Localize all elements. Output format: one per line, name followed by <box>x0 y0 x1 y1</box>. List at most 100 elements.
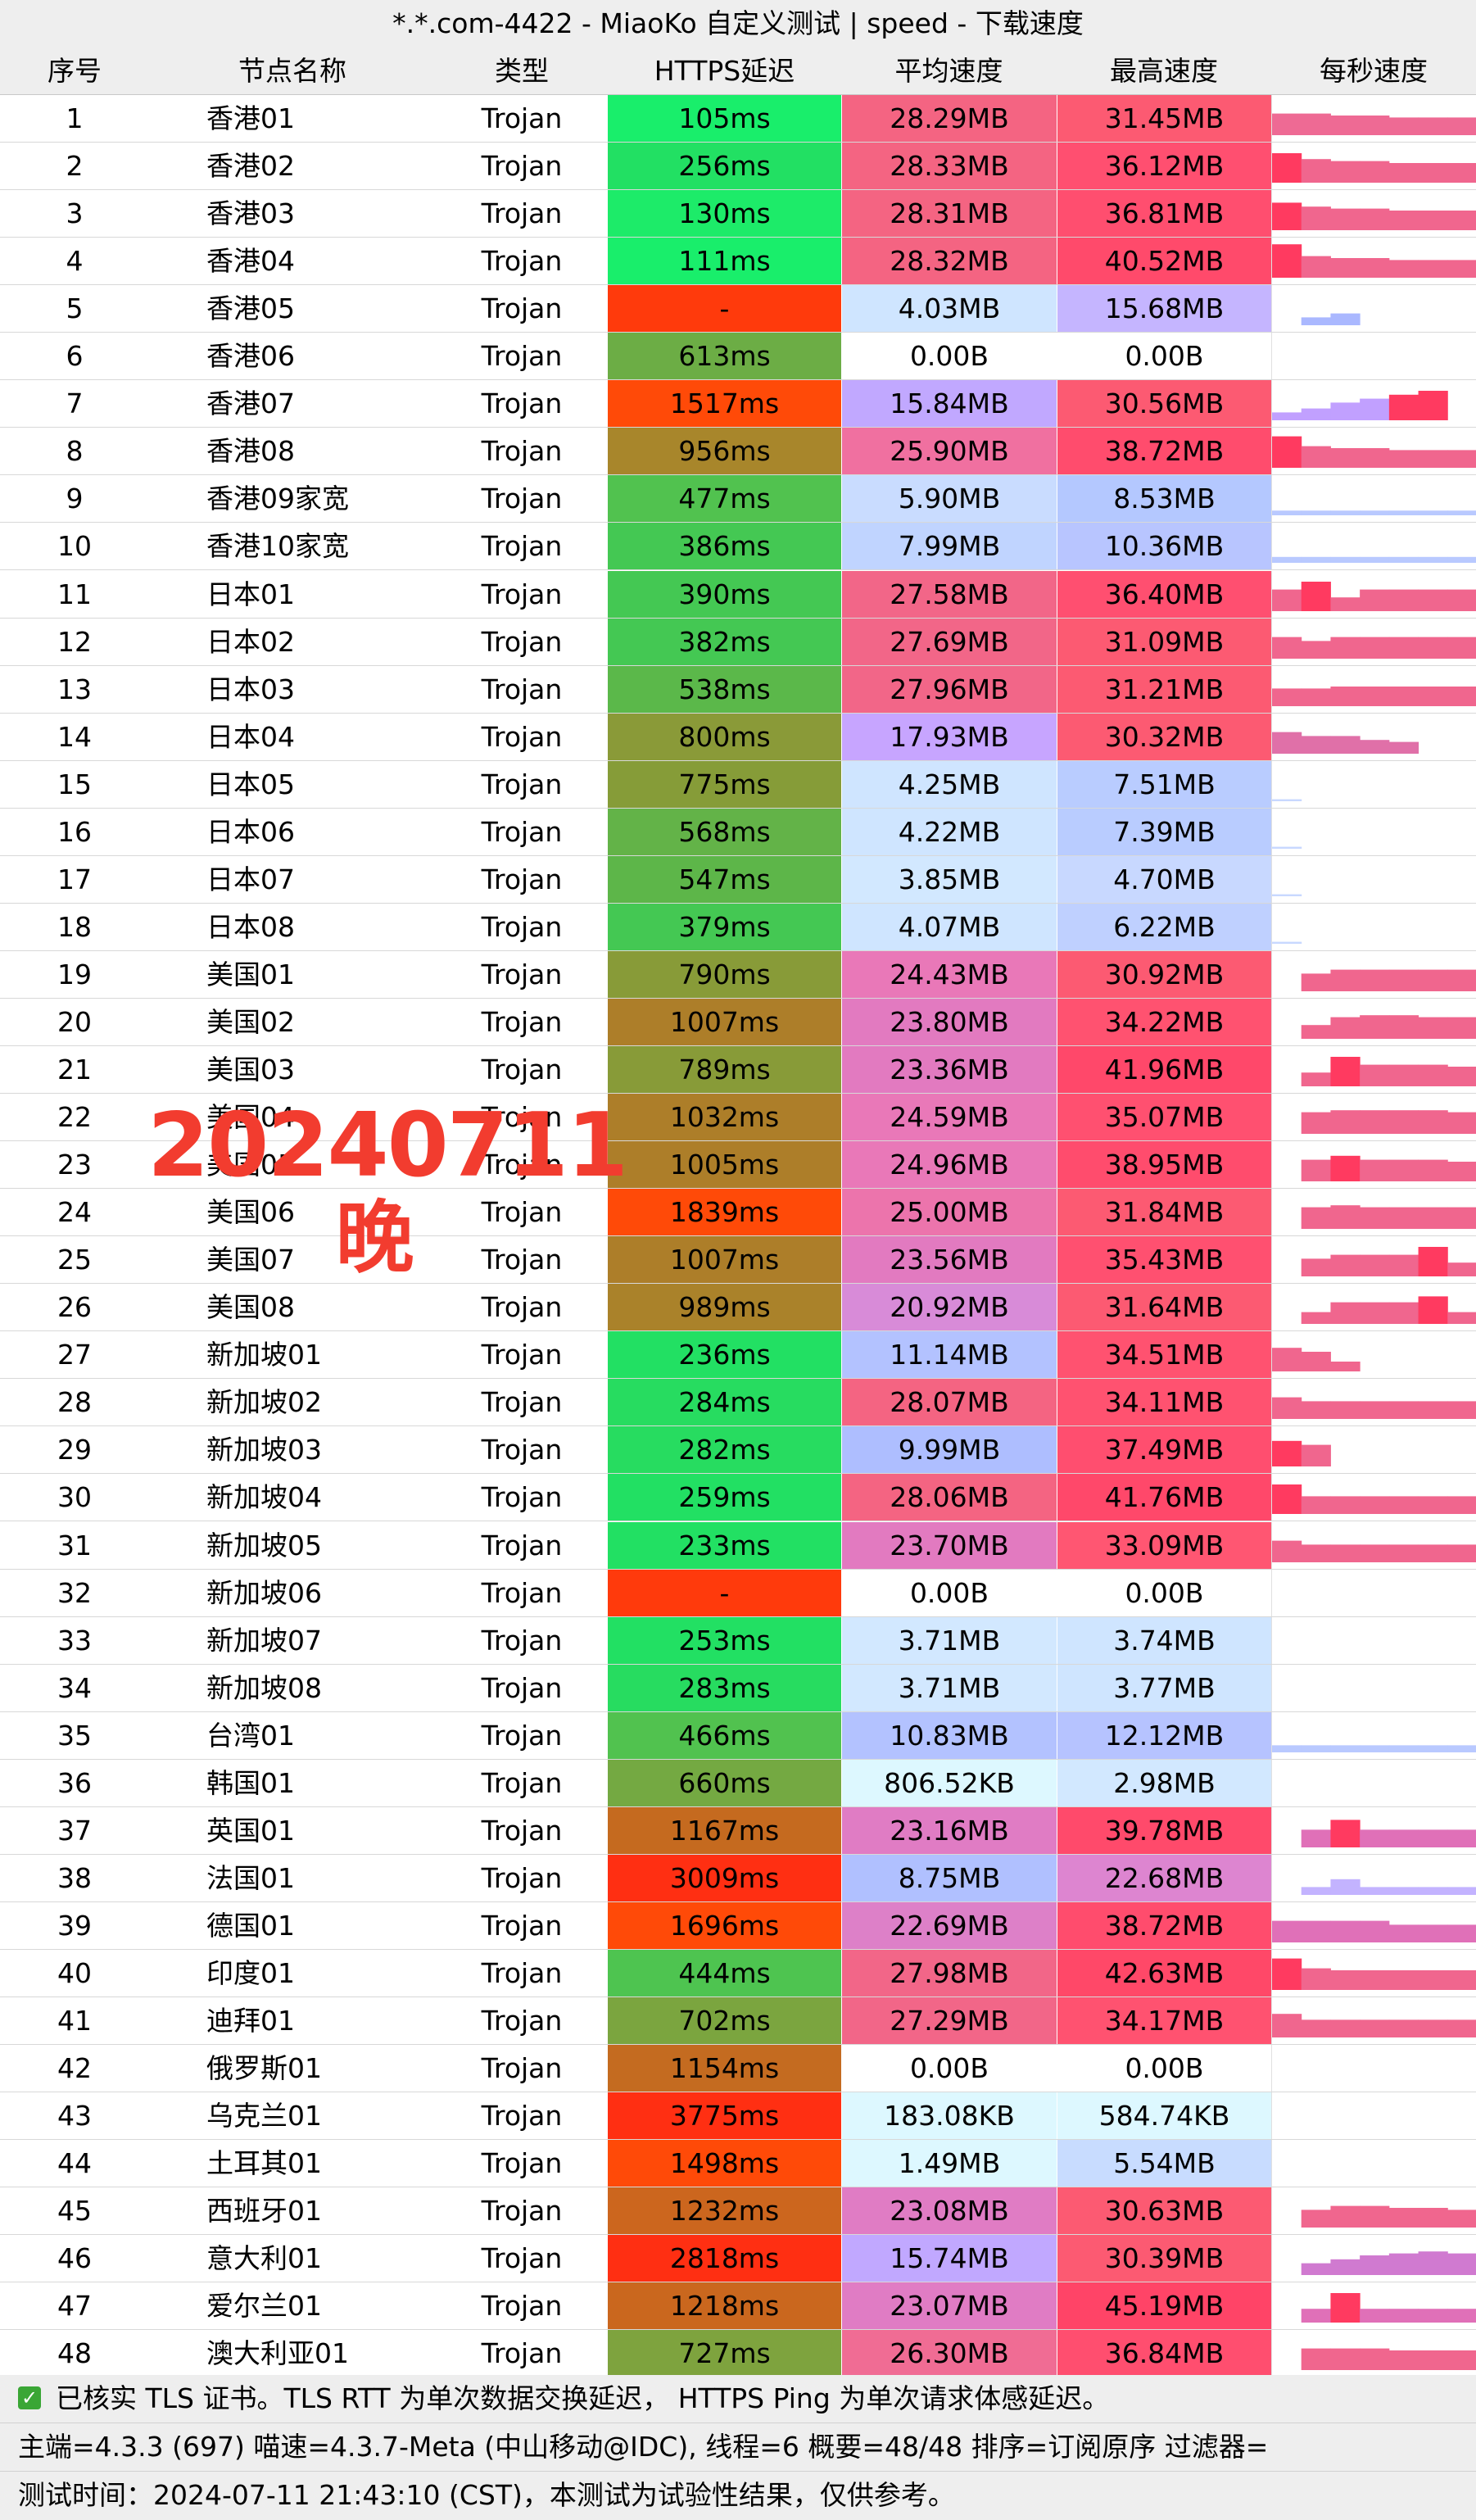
avg-speed: 23.56MB <box>841 1236 1057 1284</box>
sparkline-bar <box>1418 1247 1448 1277</box>
table-row[interactable]: 19 美国01 Trojan 790ms 24.43MB 30.92MB <box>0 950 1476 999</box>
sparkline-bar <box>1301 1887 1331 1895</box>
node-cell: 美国08 <box>149 1284 436 1330</box>
table-row[interactable]: 27 新加坡01 Trojan 236ms 11.14MB 34.51MB <box>0 1331 1476 1380</box>
sparkline-bar <box>1360 1920 1390 1942</box>
sparkline-bar <box>1360 1745 1390 1752</box>
table-row[interactable]: 36 韩国01 Trojan 660ms 806.52KB 2.98MB <box>0 1759 1476 1807</box>
table-row[interactable]: 7 香港07 Trojan 1517ms 15.84MB 30.56MB <box>0 380 1476 428</box>
sparkline-bar <box>1447 450 1476 469</box>
table-row[interactable]: 34 新加坡08 Trojan 283ms 3.71MB 3.77MB <box>0 1664 1476 1712</box>
table-row[interactable]: 1 香港01 Trojan 105ms 28.29MB 31.45MB <box>0 95 1476 143</box>
header-avg-speed[interactable]: 平均速度 <box>894 55 1003 87</box>
table-row[interactable]: 41 迪拜01 Trojan 702ms 27.29MB 34.17MB <box>0 1997 1476 2045</box>
table-row[interactable]: 28 新加坡02 Trojan 284ms 28.07MB 34.11MB <box>0 1379 1476 1427</box>
flag-jp-icon <box>170 824 188 837</box>
table-row[interactable]: 6 香港06 Trojan 613ms 0.00B 0.00B <box>0 333 1476 381</box>
table-row[interactable]: 10 香港10家宽 Trojan 386ms 7.99MB 10.36MB <box>0 523 1476 571</box>
sparkline-bar <box>1330 1401 1361 1420</box>
node-type: Trojan <box>481 388 563 420</box>
table-row[interactable]: 24 美国06 Trojan 1839ms 25.00MB 31.84MB <box>0 1189 1476 1237</box>
max-speed: 31.45MB <box>1057 95 1271 142</box>
table-row[interactable]: 30 新加坡04 Trojan 259ms 28.06MB 41.76MB <box>0 1474 1476 1522</box>
sparkline-bar <box>1447 510 1476 516</box>
table-row[interactable]: 31 新加坡05 Trojan 233ms 23.70MB 33.09MB <box>0 1521 1476 1570</box>
table-row[interactable]: 20 美国02 Trojan 1007ms 23.80MB 34.22MB <box>0 998 1476 1046</box>
flag-de-icon <box>170 1918 188 1931</box>
table-row[interactable]: 3 香港03 Trojan 130ms 28.31MB 36.81MB <box>0 190 1476 238</box>
node-name: 日本06 <box>206 815 295 848</box>
avg-speed: 25.00MB <box>841 1189 1057 1236</box>
header-node-name[interactable]: 节点名称 <box>238 55 346 87</box>
table-row[interactable]: 46 意大利01 Trojan 2818ms 15.74MB 30.39MB <box>0 2235 1476 2283</box>
table-row[interactable]: 16 日本06 Trojan 568ms 4.22MB 7.39MB <box>0 808 1476 856</box>
row-index: 10 <box>57 530 92 563</box>
row-index: 46 <box>57 2242 92 2275</box>
table-row[interactable]: 47 爱尔兰01 Trojan 1218ms 23.07MB 45.19MB <box>0 2282 1476 2331</box>
https-latency: 1005ms <box>608 1141 841 1189</box>
node-name: 新加坡04 <box>206 1481 322 1514</box>
table-row[interactable]: 15 日本05 Trojan 775ms 4.25MB 7.51MB <box>0 760 1476 809</box>
sparkline-bar <box>1388 1969 1419 1990</box>
table-row[interactable]: 48 澳大利亚01 Trojan 727ms 26.30MB 36.84MB <box>0 2330 1476 2378</box>
table-row[interactable]: 37 英国01 Trojan 1167ms 23.16MB 39.78MB <box>0 1806 1476 1855</box>
table-row[interactable]: 4 香港04 Trojan 111ms 28.32MB 40.52MB <box>0 238 1476 286</box>
table-row[interactable]: 45 西班牙01 Trojan 1232ms 23.08MB 30.63MB <box>0 2187 1476 2236</box>
table-row[interactable]: 38 法国01 Trojan 3009ms 8.75MB 22.68MB <box>0 1854 1476 1902</box>
avg-speed: 25.90MB <box>841 428 1057 475</box>
row-index: 5 <box>66 292 84 325</box>
table-row[interactable]: 11 日本01 Trojan 390ms 27.58MB 36.40MB <box>0 570 1476 619</box>
header-max-speed[interactable]: 最高速度 <box>1110 55 1218 87</box>
https-latency: 989ms <box>608 1284 841 1331</box>
table-row[interactable]: 12 日本02 Trojan 382ms 27.69MB 31.09MB <box>0 618 1476 666</box>
sparkline-bar <box>1447 589 1476 611</box>
table-row[interactable]: 42 俄罗斯01 Trojan 1154ms 0.00B 0.00B <box>0 2045 1476 2093</box>
table-row[interactable]: 22 美国04 Trojan 1032ms 24.59MB 35.07MB <box>0 1094 1476 1142</box>
header-per-second-speed[interactable]: 每秒速度 <box>1320 55 1428 87</box>
https-latency: 1167ms <box>608 1806 841 1854</box>
table-row[interactable]: 43 乌克兰01 Trojan 3775ms 183.08KB 584.74KB <box>0 2092 1476 2141</box>
flag-tw-icon <box>170 1728 188 1741</box>
node-type: Trojan <box>481 1196 563 1229</box>
sparkline-chart <box>1301 1296 1476 1325</box>
table-row[interactable]: 13 日本03 Trojan 538ms 27.96MB 31.21MB <box>0 665 1476 714</box>
avg-speed: 27.29MB <box>841 1997 1057 2044</box>
flag-tr-icon <box>170 2155 188 2169</box>
table-row[interactable]: 23 美国05 Trojan 1005ms 24.96MB 38.95MB <box>0 1141 1476 1190</box>
max-speed: 15.68MB <box>1057 285 1271 333</box>
table-row[interactable]: 33 新加坡07 Trojan 253ms 3.71MB 3.74MB <box>0 1616 1476 1665</box>
flag-us-icon <box>170 1299 188 1312</box>
sparkline-bar <box>1360 557 1390 564</box>
table-row[interactable]: 17 日本07 Trojan 547ms 3.85MB 4.70MB <box>0 855 1476 904</box>
table-row[interactable]: 44 土耳其01 Trojan 1498ms 1.49MB 5.54MB <box>0 2140 1476 2188</box>
table-row[interactable]: 26 美国08 Trojan 989ms 20.92MB 31.64MB <box>0 1284 1476 1332</box>
header-type[interactable]: 类型 <box>495 55 549 87</box>
row-index: 45 <box>57 2195 92 2228</box>
table-row[interactable]: 2 香港02 Trojan 256ms 28.33MB 36.12MB <box>0 143 1476 191</box>
https-latency: 3009ms <box>608 1854 841 1901</box>
per-second-speed-sparkline <box>1271 190 1476 238</box>
table-row[interactable]: 25 美国07 Trojan 1007ms 23.56MB 35.43MB <box>0 1236 1476 1285</box>
flag-sg-icon <box>170 1538 188 1551</box>
node-name: 爱尔兰01 <box>206 2290 322 2323</box>
table-row[interactable]: 40 印度01 Trojan 444ms 27.98MB 42.63MB <box>0 1949 1476 1997</box>
sparkline-bar <box>1301 408 1331 421</box>
table-row[interactable]: 39 德国01 Trojan 1696ms 22.69MB 38.72MB <box>0 1901 1476 1950</box>
node-cell: 日本02 <box>149 619 436 665</box>
table-row[interactable]: 9 香港09家宽 Trojan 477ms 5.90MB 8.53MB <box>0 475 1476 523</box>
table-row[interactable]: 14 日本04 Trojan 800ms 17.93MB 30.32MB <box>0 713 1476 761</box>
table-row[interactable]: 35 台湾01 Trojan 466ms 10.83MB 12.12MB <box>0 1711 1476 1760</box>
table-row[interactable]: 29 新加坡03 Trojan 282ms 9.99MB 37.49MB <box>0 1426 1476 1475</box>
node-name: 乌克兰01 <box>206 2100 322 2132</box>
table-row[interactable]: 5 香港05 Trojan -4.03MB 15.68MB <box>0 285 1476 333</box>
table-row[interactable]: 8 香港08 Trojan 956ms 25.90MB 38.72MB <box>0 428 1476 476</box>
table-row[interactable]: 18 日本08 Trojan 379ms 4.07MB 6.22MB <box>0 903 1476 951</box>
header-index[interactable]: 序号 <box>48 55 102 87</box>
header-https-latency[interactable]: HTTPS延迟 <box>654 55 795 87</box>
node-name: 香港08 <box>206 435 295 468</box>
sparkline-bar <box>1388 1745 1419 1752</box>
node-cell: 日本01 <box>149 571 436 618</box>
table-row[interactable]: 32 新加坡06 Trojan -0.00B 0.00B <box>0 1569 1476 1617</box>
avg-speed: 28.31MB <box>841 190 1057 238</box>
table-row[interactable]: 21 美国03 Trojan 789ms 23.36MB 41.96MB <box>0 1046 1476 1094</box>
